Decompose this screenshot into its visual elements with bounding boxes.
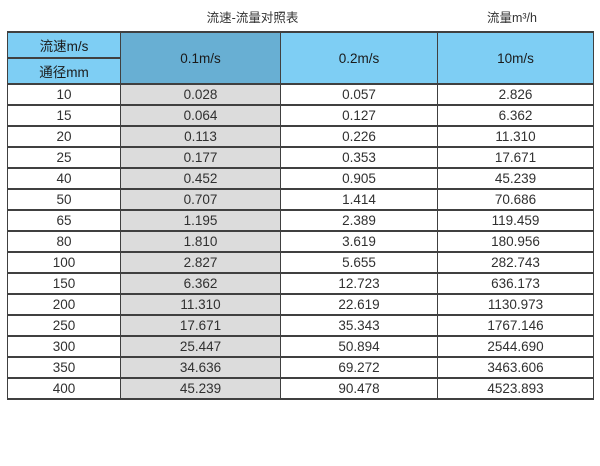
cell-flow-0.2ms: 35.343	[280, 314, 438, 337]
cell-flow-0.1ms: 17.671	[120, 314, 281, 337]
cell-flow-0.2ms: 22.619	[280, 293, 438, 316]
cell-flow-10ms: 17.671	[437, 146, 594, 169]
cell-flow-10ms: 45.239	[437, 167, 594, 190]
cell-flow-0.2ms: 2.389	[280, 209, 438, 232]
table-row: 300 25.447 50.894 2544.690	[7, 335, 594, 358]
cell-flow-0.2ms: 0.905	[280, 167, 438, 190]
table-header: 流速m/s 0.1m/s 0.2m/s 10m/s 通径mm	[7, 31, 594, 85]
cell-flow-0.2ms: 1.414	[280, 188, 438, 211]
cell-flow-10ms: 636.173	[437, 272, 594, 295]
corner-diameter-label: 通径mm	[7, 57, 121, 85]
corner-velocity-label: 流速m/s	[7, 31, 121, 59]
header-row-top: 流速m/s 0.1m/s 0.2m/s 10m/s	[7, 31, 594, 85]
table-row: 20 0.113 0.226 11.310	[7, 125, 594, 148]
table-row: 50 0.707 1.414 70.686	[7, 188, 594, 211]
cell-diameter: 80	[7, 230, 121, 253]
table-row: 65 1.195 2.389 119.459	[7, 209, 594, 232]
title-bar: 流速-流量对照表 流量m³/h	[0, 0, 600, 31]
cell-diameter: 20	[7, 125, 121, 148]
cell-flow-10ms: 11.310	[437, 125, 594, 148]
table-row: 200 11.310 22.619 1130.973	[7, 293, 594, 316]
cell-flow-0.1ms: 0.064	[120, 104, 281, 127]
cell-flow-0.1ms: 1.810	[120, 230, 281, 253]
cell-flow-0.1ms: 0.028	[120, 83, 281, 106]
cell-flow-0.2ms: 12.723	[280, 272, 438, 295]
cell-flow-10ms: 70.686	[437, 188, 594, 211]
cell-flow-10ms: 1130.973	[437, 293, 594, 316]
cell-flow-0.2ms: 90.478	[280, 377, 438, 400]
cell-diameter: 65	[7, 209, 121, 232]
cell-diameter: 250	[7, 314, 121, 337]
cell-flow-10ms: 6.362	[437, 104, 594, 127]
cell-flow-0.2ms: 0.127	[280, 104, 438, 127]
table-row: 80 1.810 3.619 180.956	[7, 230, 594, 253]
cell-flow-10ms: 2.826	[437, 83, 594, 106]
table-row: 150 6.362 12.723 636.173	[7, 272, 594, 295]
table-row: 40 0.452 0.905 45.239	[7, 167, 594, 190]
cell-diameter: 15	[7, 104, 121, 127]
table-row: 350 34.636 69.272 3463.606	[7, 356, 594, 379]
cell-diameter: 300	[7, 335, 121, 358]
page-title: 流速-流量对照表	[206, 11, 299, 25]
cell-flow-0.1ms: 0.177	[120, 146, 281, 169]
cell-flow-10ms: 282.743	[437, 251, 594, 274]
flow-unit-label: 流量m³/h	[486, 11, 537, 25]
column-header-0.1ms: 0.1m/s	[120, 31, 281, 85]
cell-flow-10ms: 4523.893	[437, 377, 594, 400]
cell-flow-10ms: 180.956	[437, 230, 594, 253]
cell-diameter: 50	[7, 188, 121, 211]
column-header-0.2ms: 0.2m/s	[280, 31, 438, 85]
cell-flow-0.2ms: 0.057	[280, 83, 438, 106]
cell-diameter: 100	[7, 251, 121, 274]
cell-flow-0.2ms: 0.353	[280, 146, 438, 169]
cell-diameter: 200	[7, 293, 121, 316]
cell-flow-0.1ms: 11.310	[120, 293, 281, 316]
table-row: 15 0.064 0.127 6.362	[7, 104, 594, 127]
cell-flow-0.1ms: 0.113	[120, 125, 281, 148]
cell-diameter: 25	[7, 146, 121, 169]
table-body: 10 0.028 0.057 2.826 15 0.064 0.127 6.362 20 0.11…	[7, 83, 594, 400]
table-row: 250 17.671 35.343 1767.146	[7, 314, 594, 337]
column-header-10ms: 10m/s	[437, 31, 594, 85]
table-row: 10 0.028 0.057 2.826	[7, 83, 594, 106]
cell-flow-0.1ms: 0.452	[120, 167, 281, 190]
cell-flow-0.2ms: 0.226	[280, 125, 438, 148]
cell-diameter: 150	[7, 272, 121, 295]
table-row: 25 0.177 0.353 17.671	[7, 146, 594, 169]
cell-flow-0.1ms: 2.827	[120, 251, 281, 274]
cell-flow-10ms: 1767.146	[437, 314, 594, 337]
cell-flow-0.1ms: 6.362	[120, 272, 281, 295]
cell-diameter: 400	[7, 377, 121, 400]
cell-flow-0.2ms: 69.272	[280, 356, 438, 379]
cell-flow-0.2ms: 3.619	[280, 230, 438, 253]
cell-flow-0.1ms: 34.636	[120, 356, 281, 379]
header-row-bottom: 通径mm	[7, 57, 594, 85]
cell-flow-0.1ms: 45.239	[120, 377, 281, 400]
table-row: 100 2.827 5.655 282.743	[7, 251, 594, 274]
cell-diameter: 10	[7, 83, 121, 106]
cell-flow-10ms: 119.459	[437, 209, 594, 232]
cell-flow-0.1ms: 0.707	[120, 188, 281, 211]
cell-flow-0.2ms: 50.894	[280, 335, 438, 358]
cell-flow-10ms: 3463.606	[437, 356, 594, 379]
cell-diameter: 350	[7, 356, 121, 379]
cell-flow-0.1ms: 25.447	[120, 335, 281, 358]
cell-flow-0.2ms: 5.655	[280, 251, 438, 274]
cell-diameter: 40	[7, 167, 121, 190]
cell-flow-10ms: 2544.690	[437, 335, 594, 358]
flow-rate-table: 流速m/s 0.1m/s 0.2m/s 10m/s 通径mm 10 0.028 0.…	[7, 31, 594, 400]
table-row: 400 45.239 90.478 4523.893	[7, 377, 594, 400]
cell-flow-0.1ms: 1.195	[120, 209, 281, 232]
